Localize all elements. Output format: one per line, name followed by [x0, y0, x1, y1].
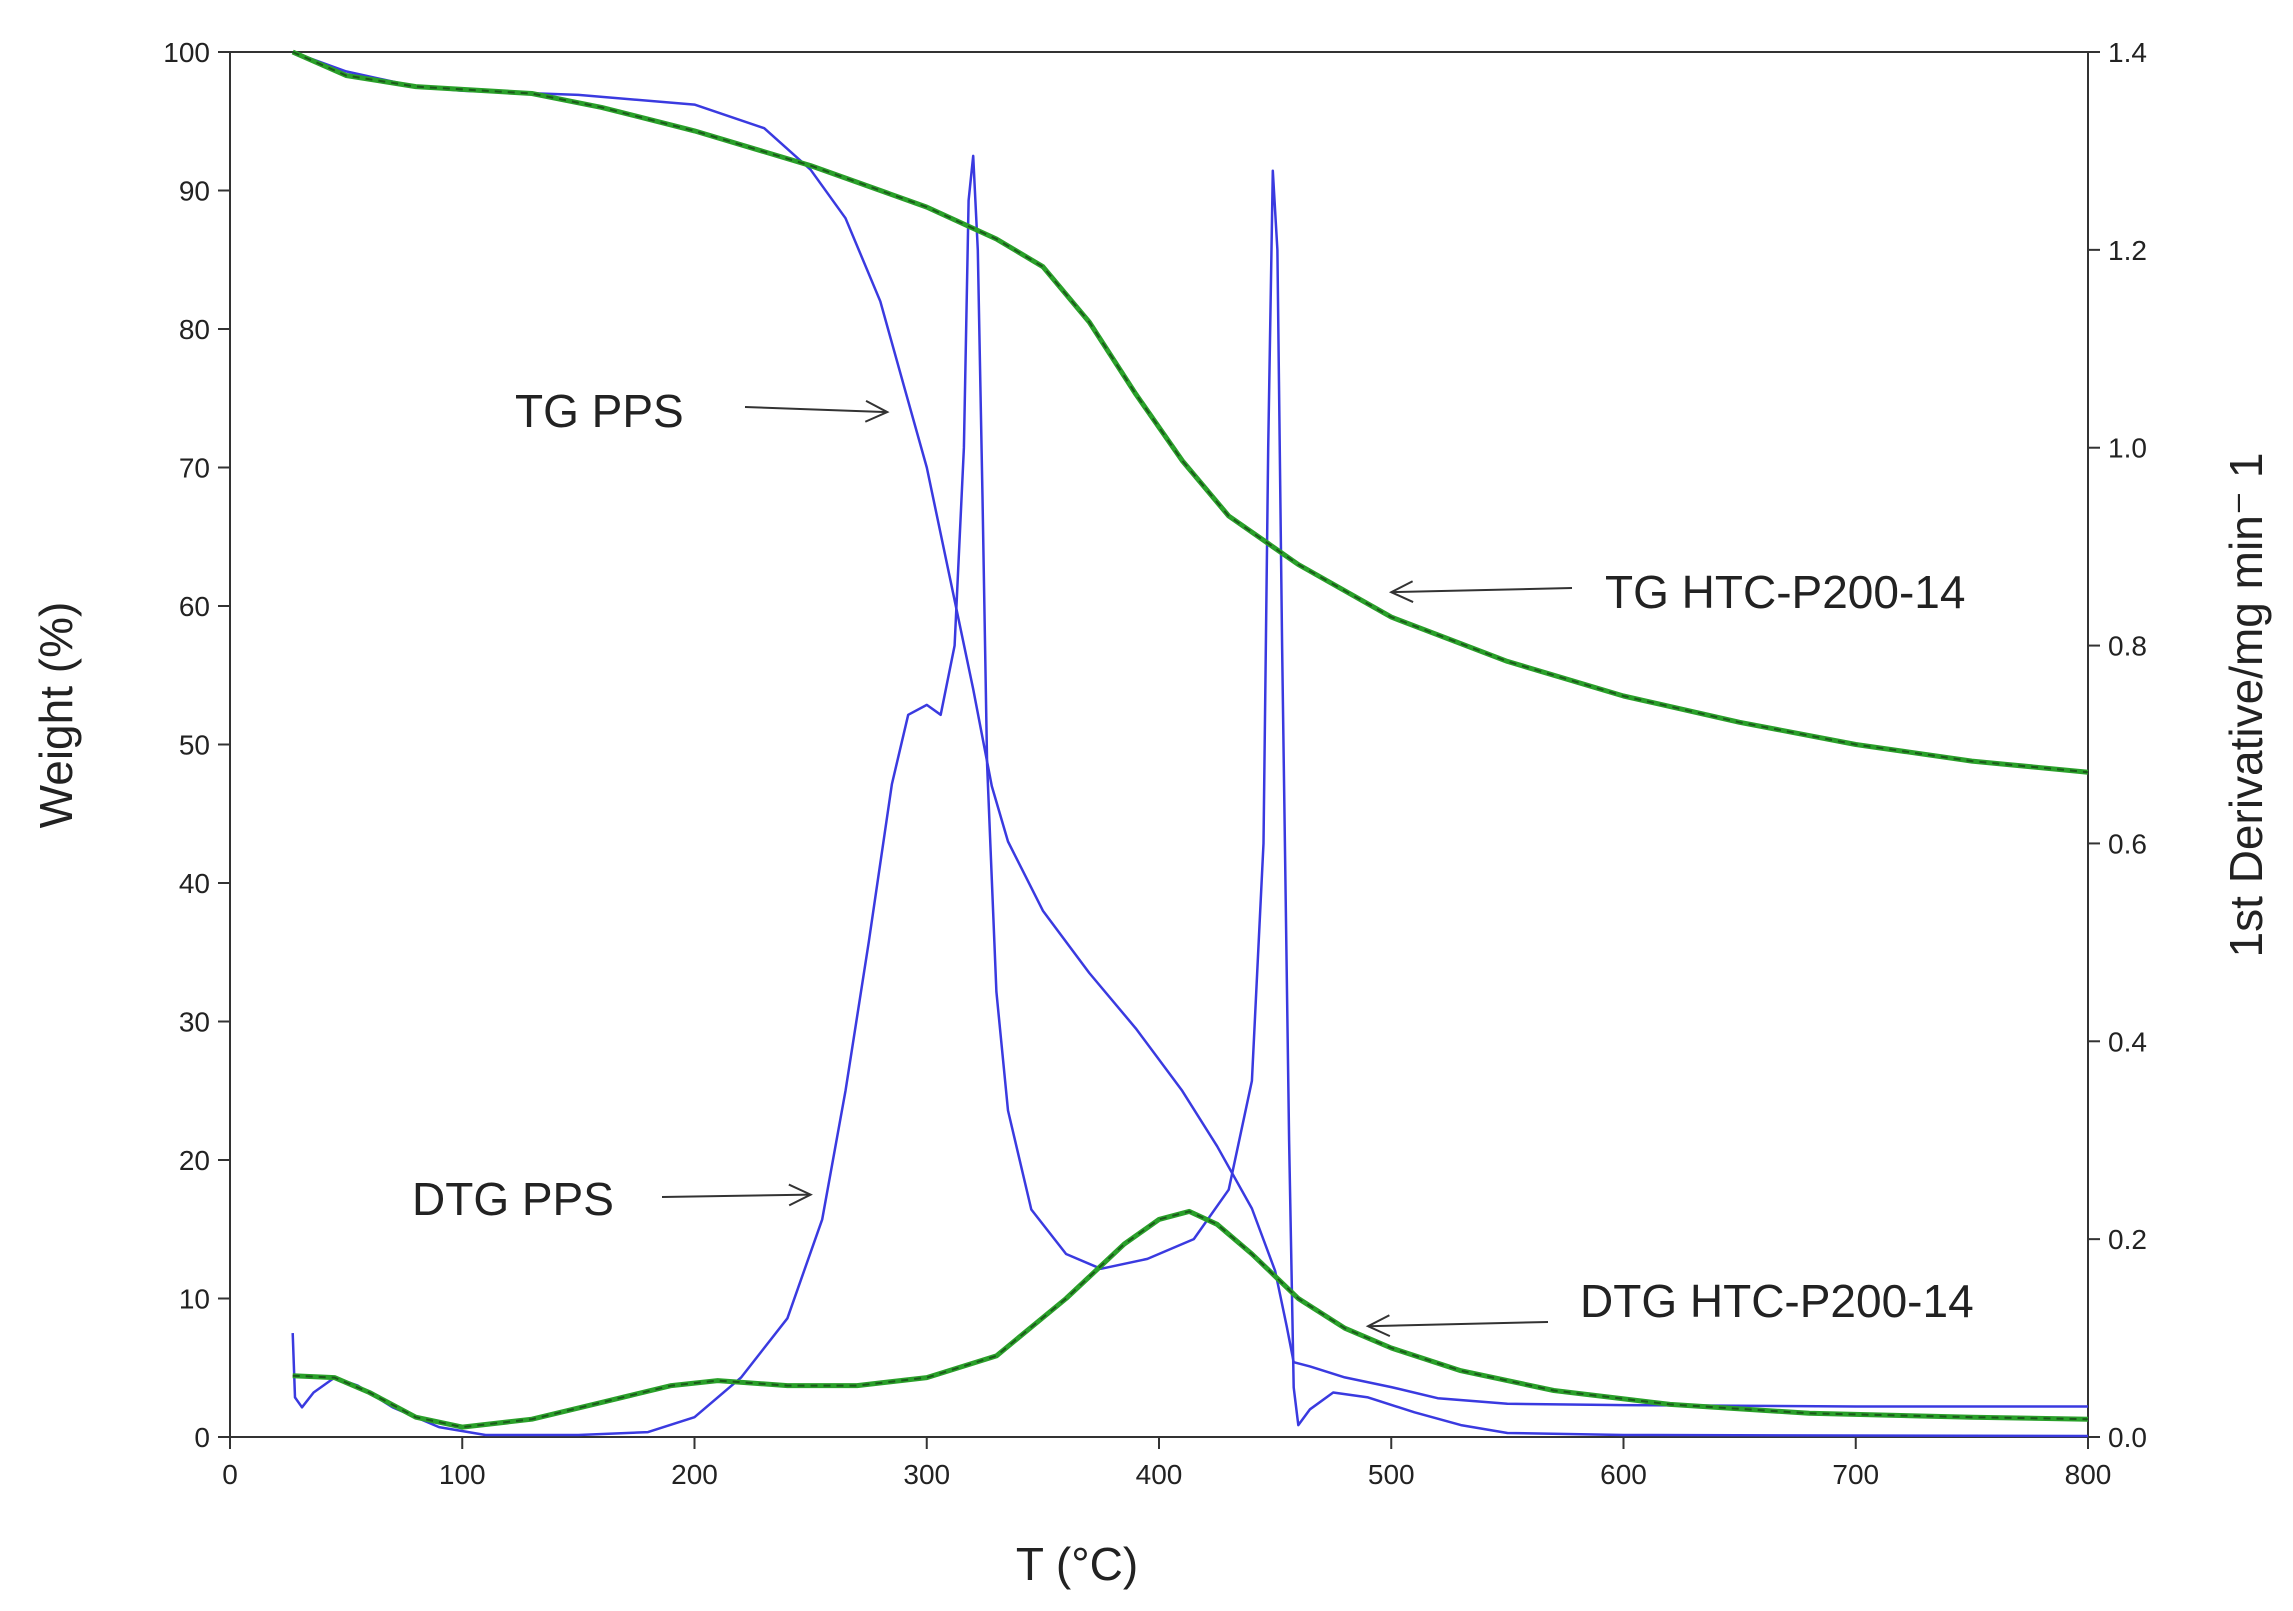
y-axis-title: Weight (%) — [30, 602, 82, 829]
annotation-arrow-head — [1365, 1314, 1391, 1338]
annotation-arrow-line — [1391, 587, 1573, 594]
y2-tick-label: 0.0 — [2108, 1422, 2147, 1453]
series-dtg-pps — [291, 154, 2089, 1438]
y2-tick-label: 0.2 — [2108, 1224, 2147, 1255]
x-tick-label: 500 — [1368, 1459, 1415, 1490]
axis-ticks: 0 100 200 300 400 500 600 700 800 0 10 20 30 40 50 60 70… — [163, 37, 2147, 1490]
y2-tick-label: 1.0 — [2108, 433, 2147, 464]
annotation-arrow-head — [788, 1183, 813, 1207]
y2-tick-label: 0.8 — [2108, 631, 2147, 662]
y2-tick-label: 0.6 — [2108, 828, 2147, 859]
annotation-dtg-pps: DTG PPS — [412, 1173, 614, 1225]
data-curves — [291, 49, 2089, 1438]
y-tick-label: 100 — [163, 37, 210, 68]
y-tick-label: 50 — [179, 730, 210, 761]
y2-tick-label: 1.4 — [2108, 37, 2147, 68]
annotation-dtg-htc: DTG HTC-P200-14 — [1580, 1275, 1974, 1327]
series-tg-htc-p200-14-dash — [292, 51, 2089, 774]
series-tg-pps — [292, 50, 2088, 1408]
annotation-arrow-line — [744, 406, 888, 414]
x-tick-label: 0 — [222, 1459, 238, 1490]
x-tick-label: 400 — [1136, 1459, 1183, 1490]
annotation-tg-pps: TG PPS — [515, 385, 684, 437]
y-tick-label: 90 — [179, 176, 210, 207]
y-tick-label: 30 — [179, 1007, 210, 1038]
x-tick-label: 200 — [671, 1459, 718, 1490]
annotation-arrow-line — [1368, 1321, 1549, 1328]
x-tick-label: 300 — [903, 1459, 950, 1490]
plot-frame — [229, 51, 2089, 1438]
annotation-arrow-head — [1388, 580, 1414, 604]
y-tick-label: 80 — [179, 314, 210, 345]
y-tick-label: 10 — [179, 1284, 210, 1315]
y2-axis-title: 1st Derivative/mg min⁻ 1 — [2220, 453, 2272, 958]
x-axis-title: T (°C) — [1016, 1538, 1138, 1590]
y2-tick-label: 1.2 — [2108, 235, 2147, 266]
y-tick-label: 20 — [179, 1145, 210, 1176]
x-tick-label: 700 — [1832, 1459, 1879, 1490]
annotation-tg-htc: TG HTC-P200-14 — [1605, 566, 1965, 618]
y-tick-label: 60 — [179, 591, 210, 622]
y2-tick-label: 0.4 — [2108, 1026, 2147, 1057]
annotation-arrow-head — [864, 400, 890, 423]
y-tick-label: 0 — [194, 1422, 210, 1453]
x-tick-label: 800 — [2065, 1459, 2112, 1490]
plot-border — [229, 51, 2089, 1438]
x-tick-label: 600 — [1600, 1459, 1647, 1490]
annotation-arrow-line — [661, 1193, 811, 1198]
y-tick-label: 40 — [179, 868, 210, 899]
x-tick-label: 100 — [439, 1459, 486, 1490]
y-tick-label: 70 — [179, 453, 210, 484]
annotation-arrows — [661, 400, 1573, 1338]
series-dtg-htc-p200-14-dash — [292, 1210, 2089, 1429]
